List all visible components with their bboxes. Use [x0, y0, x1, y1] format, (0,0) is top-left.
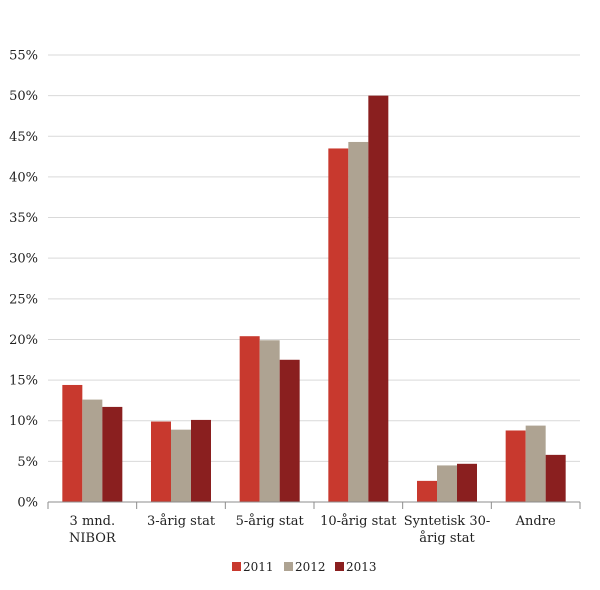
x-tick-label-line: 5-årig stat — [236, 513, 305, 529]
legend-label-2013: 2013 — [346, 560, 377, 574]
x-tick-label-line: 3 mnd. — [70, 514, 116, 529]
bar-2011-2 — [239, 336, 260, 502]
y-tick-label: 30% — [9, 252, 38, 267]
bar-2013-2 — [279, 359, 300, 502]
y-tick-label: 20% — [9, 333, 38, 348]
bar-2011-4 — [417, 480, 437, 502]
bar-2011-1 — [151, 421, 171, 502]
gridlines — [48, 54, 580, 462]
bar-2012-3 — [348, 141, 369, 502]
x-tick-label: 10-årig stat — [320, 513, 397, 529]
y-tick-label: 0% — [17, 496, 38, 511]
y-tick-label: 35% — [9, 211, 38, 226]
y-axis-ticks: 0% 5% 10% 15% 20% 25% 30% 35% 40% 45% 50% 55% — [9, 49, 38, 511]
x-tick-label-line: 3-årig stat — [147, 513, 216, 529]
bar-2012-5 — [525, 425, 546, 502]
y-tick-label: 5% — [17, 455, 38, 470]
bar-2013-3 — [368, 95, 389, 503]
y-tick-label: 15% — [9, 374, 38, 389]
bar-2012-2 — [259, 340, 280, 502]
x-axis — [47, 501, 581, 509]
y-tick-label: 10% — [9, 414, 38, 429]
x-tick-label-line: Andre — [515, 514, 556, 529]
x-axis-labels: 3 mnd. NIBOR 3-årig stat 5-årig stat 10-årig… — [69, 513, 556, 546]
x-tick-label-line: årig stat — [419, 530, 475, 546]
bar-2013-5 — [545, 454, 566, 502]
y-tick-label: 50% — [9, 89, 38, 104]
y-tick-label: 55% — [9, 49, 38, 64]
x-tick-label-line: Syntetisk 30- — [404, 514, 491, 529]
y-tick-label: 40% — [9, 170, 38, 185]
x-tick-label: 5-årig stat — [236, 513, 305, 529]
y-tick-label: 45% — [9, 130, 38, 145]
bar-2013-4 — [457, 463, 477, 502]
bar-2012-0 — [82, 399, 103, 502]
legend-label-2012: 2012 — [295, 560, 326, 574]
x-tick-label: 3-årig stat — [147, 513, 216, 529]
x-tick-label: 3 mnd. NIBOR — [69, 514, 117, 546]
legend-swatch-2013 — [335, 562, 344, 571]
bar-2012-4 — [437, 465, 457, 502]
bar-2011-3 — [328, 148, 349, 503]
bar-2013-0 — [102, 406, 123, 502]
legend: 2011 2012 2013 — [232, 560, 377, 574]
legend-label-2011: 2011 — [243, 560, 274, 574]
bar-2011-5 — [505, 430, 526, 502]
x-tick-label: Andre — [515, 514, 556, 529]
legend-swatch-2012 — [284, 562, 293, 571]
bar-2011-0 — [62, 384, 83, 502]
bar-2012-1 — [171, 429, 191, 502]
legend-swatch-2011 — [232, 562, 241, 571]
x-tick-label: Syntetisk 30-årig stat — [404, 514, 491, 546]
x-tick-label-line: NIBOR — [69, 531, 117, 546]
y-tick-label: 25% — [9, 292, 38, 307]
x-tick-label-line: 10-årig stat — [320, 513, 397, 529]
bar-2013-1 — [191, 419, 211, 502]
bars — [62, 95, 566, 503]
